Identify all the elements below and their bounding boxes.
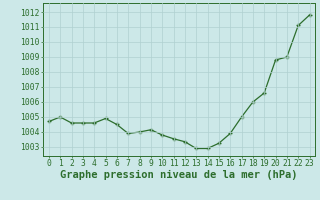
X-axis label: Graphe pression niveau de la mer (hPa): Graphe pression niveau de la mer (hPa) — [60, 170, 298, 180]
